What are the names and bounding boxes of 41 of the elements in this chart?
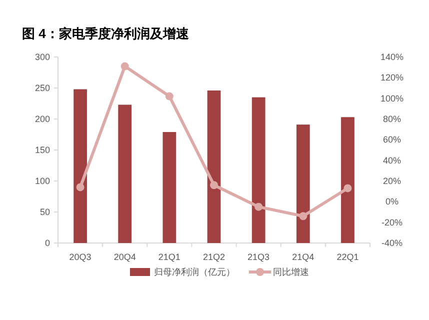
x-tick-label: 20Q3 xyxy=(69,252,92,262)
bar xyxy=(341,117,354,243)
x-tick-label: 21Q3 xyxy=(248,252,270,262)
y2-tick-label: 140% xyxy=(380,52,404,62)
bar xyxy=(162,132,176,243)
point xyxy=(299,212,308,220)
y-tick-label: 250 xyxy=(34,83,50,93)
x-tick-label: 22Q1 xyxy=(336,252,359,262)
point xyxy=(76,183,84,192)
point xyxy=(254,202,263,211)
point xyxy=(344,184,352,192)
x-tick-label: 21Q4 xyxy=(292,252,314,262)
bar xyxy=(118,104,132,243)
y2-tick-label: 0% xyxy=(385,196,399,207)
x-tick-label: 20Q4 xyxy=(114,252,136,262)
y2-tick-label: 20% xyxy=(382,176,402,186)
y-tick-label: 100 xyxy=(34,176,50,186)
y2-tick-label: -20% xyxy=(381,217,403,228)
y2-tick-label: 60% xyxy=(382,134,402,145)
y-tick-label: 0 xyxy=(44,238,50,248)
point xyxy=(165,92,174,100)
y-tick-label: 50 xyxy=(40,207,50,217)
x-tick-label: 21Q2 xyxy=(202,252,226,262)
bar xyxy=(74,89,87,243)
y-tick-label: 200 xyxy=(34,114,50,124)
legend-label: 归母净利润（亿元） xyxy=(154,267,235,277)
y2-tick-label: 120% xyxy=(380,72,404,83)
y-tick-label: 300 xyxy=(34,52,50,62)
y2-tick-label: -40% xyxy=(381,238,403,248)
chart-title: 图 4：家电季度净利润及增速 xyxy=(22,26,190,41)
y2-tick-label: 40% xyxy=(382,155,402,166)
x-tick-label: 21Q1 xyxy=(158,252,180,262)
y-tick-label: 150 xyxy=(34,145,50,155)
bar xyxy=(296,124,310,243)
bar xyxy=(207,90,221,243)
bar xyxy=(252,97,266,243)
y2-tick-label: 100% xyxy=(380,93,404,104)
legend-label: 同比增速 xyxy=(273,267,309,277)
point xyxy=(210,181,218,190)
point xyxy=(120,62,129,70)
y2-tick-label: 80% xyxy=(382,114,402,124)
